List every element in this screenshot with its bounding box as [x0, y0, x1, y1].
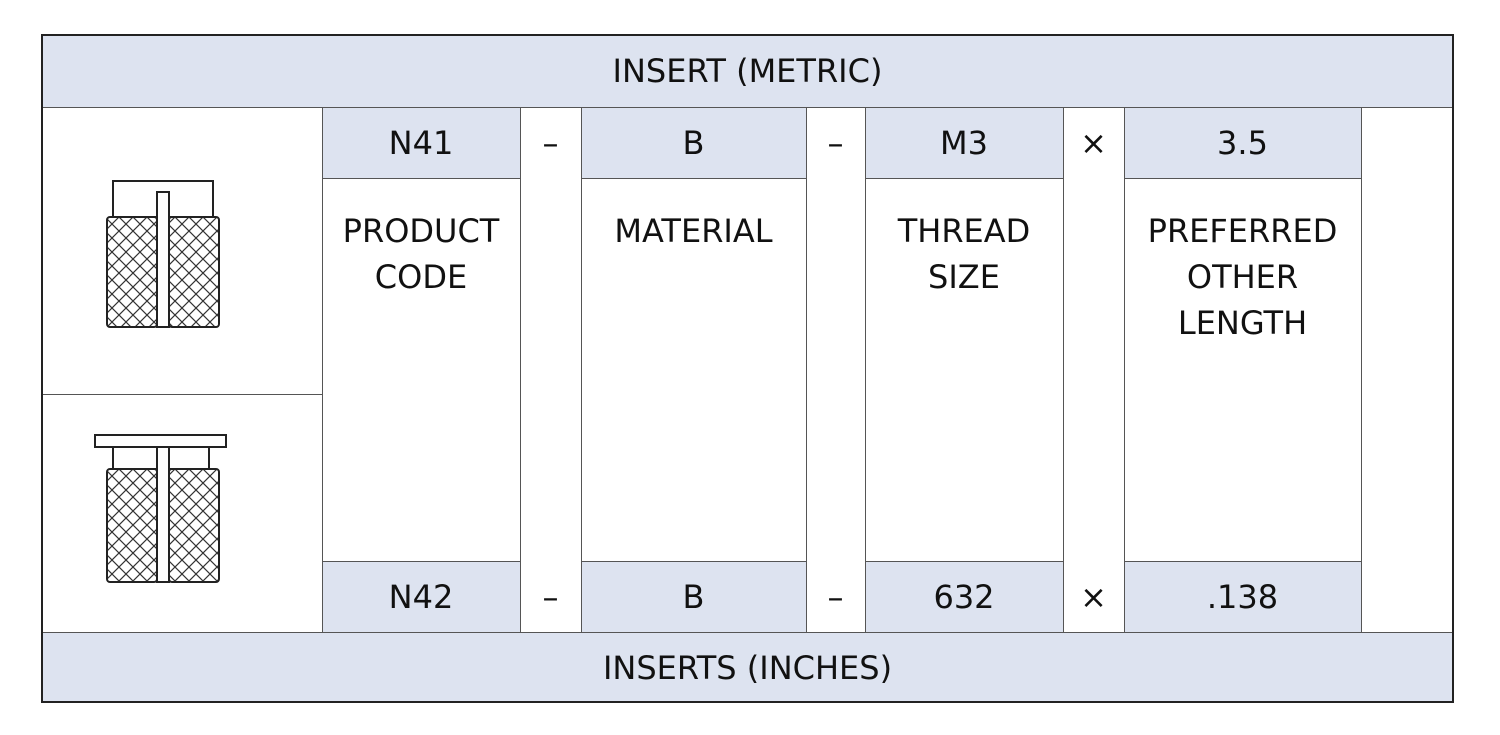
footer-title: INSERTS (INCHES) [602, 648, 893, 687]
separator-text: – [827, 124, 844, 162]
code-text: B [682, 124, 705, 162]
row-line [865, 561, 1063, 562]
code-cell: N42 [322, 561, 520, 632]
column-line [806, 108, 807, 632]
code-cell: M3 [865, 108, 1063, 178]
description-line: CODE [374, 258, 468, 296]
separator-cell: × [1063, 561, 1124, 632]
code-cell: N41 [322, 108, 520, 178]
column-line [322, 108, 323, 632]
code-cell: 3.5 [1124, 108, 1361, 178]
code-text: 3.5 [1217, 124, 1268, 162]
separator-text: – [827, 577, 844, 616]
separator-cell: – [520, 561, 581, 632]
description-cell: THREAD SIZE [865, 178, 1063, 561]
row-line [1124, 178, 1361, 179]
separator-cell: – [520, 108, 581, 178]
description-line: MATERIAL [614, 212, 773, 250]
separator-text: – [542, 124, 559, 162]
separator-cell: – [806, 561, 865, 632]
description-cell: MATERIAL [581, 178, 806, 561]
description-line: SIZE [928, 258, 1000, 296]
separator-cell: × [1063, 108, 1124, 178]
code-text: B [682, 577, 705, 616]
header: INSERT (METRIC) [42, 35, 1453, 108]
column-line [520, 108, 521, 632]
code-cell: B [581, 561, 806, 632]
column-line [1063, 108, 1064, 632]
description-line: PRODUCT [342, 212, 500, 250]
code-cell: .138 [1124, 561, 1361, 632]
description-line: PREFERRED [1147, 212, 1338, 250]
header-title: INSERT (METRIC) [612, 52, 883, 90]
left-divider [42, 394, 322, 395]
description-cell: PRODUCT CODE [322, 178, 520, 561]
code-text: .138 [1206, 577, 1279, 616]
row-line [322, 561, 520, 562]
row-line [581, 178, 806, 179]
separator-text: × [1080, 124, 1107, 162]
code-text: 632 [933, 577, 995, 616]
description-line: OTHER [1186, 258, 1299, 296]
description-line: LENGTH [1177, 304, 1308, 342]
separator-cell: – [806, 108, 865, 178]
row-line [865, 178, 1063, 179]
code-text: N42 [388, 577, 454, 616]
code-text: N41 [388, 124, 454, 162]
description-cell: PREFERRED OTHER LENGTH [1124, 178, 1361, 561]
insert-icon-top [106, 180, 220, 328]
row-line [322, 178, 520, 179]
row-line [1124, 561, 1361, 562]
column-line [865, 108, 866, 632]
separator-text: × [1080, 577, 1107, 616]
column-line [581, 108, 582, 632]
code-text: M3 [940, 124, 988, 162]
separator-text: – [542, 577, 559, 616]
column-line [1361, 108, 1362, 632]
code-cell: 632 [865, 561, 1063, 632]
code-cell: B [581, 108, 806, 178]
row-line [581, 561, 806, 562]
insert-icon-bottom [94, 434, 227, 583]
column-line [1124, 108, 1125, 632]
description-line: THREAD [897, 212, 1031, 250]
footer: INSERTS (INCHES) [42, 632, 1453, 702]
